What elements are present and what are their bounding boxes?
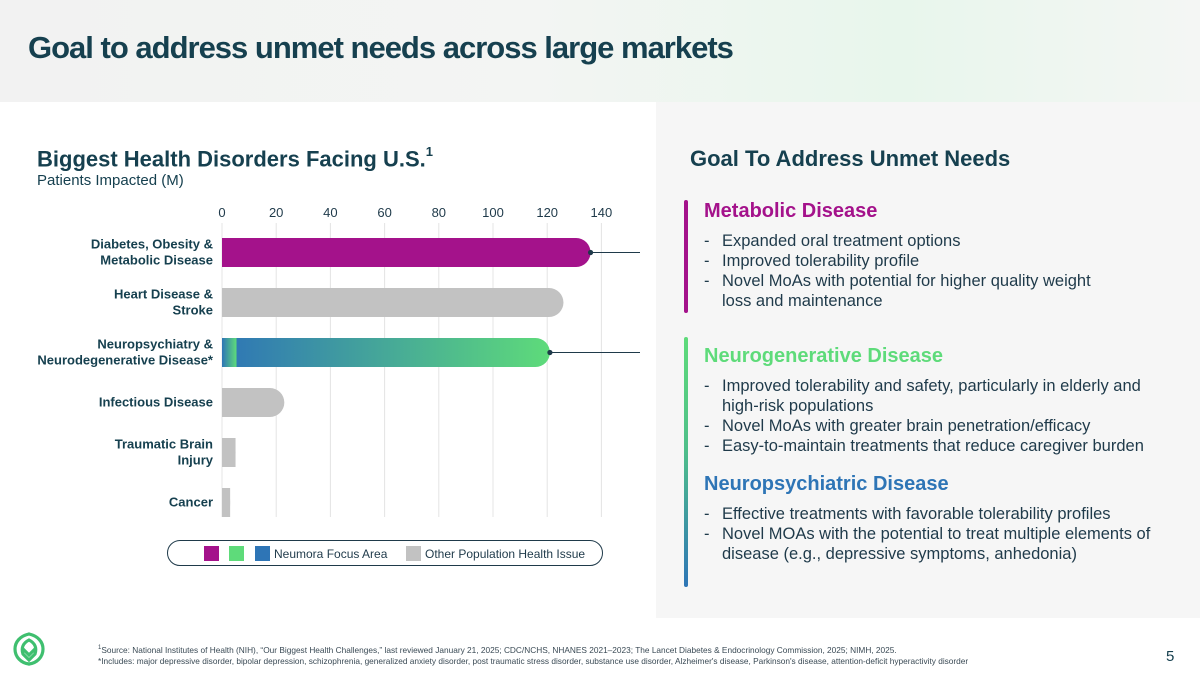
category-label: Traumatic Brain Injury bbox=[115, 437, 214, 468]
legend-swatch-gray bbox=[406, 546, 421, 561]
bullet-item: Novel MOAs with the potential to treat m… bbox=[704, 524, 1174, 564]
x-tick-label: 100 bbox=[482, 205, 504, 220]
bar-flat-end bbox=[222, 338, 237, 367]
bullet-item: Expanded oral treatment options bbox=[704, 231, 1174, 251]
x-tick-label: 20 bbox=[269, 205, 283, 220]
chart-legend: Neumora Focus Area Other Population Heal… bbox=[167, 540, 603, 566]
legend-other-label: Other Population Health Issue bbox=[425, 547, 586, 561]
chart-title-superscript: 1 bbox=[425, 144, 433, 159]
category-label-line: Heart Disease & bbox=[114, 287, 213, 302]
legend-swatch-blue bbox=[255, 546, 270, 561]
category-label-line: Infectious Disease bbox=[99, 395, 213, 410]
section-heading: Neuropsychiatric Disease bbox=[704, 473, 949, 495]
category-label-line: Traumatic Brain bbox=[115, 437, 213, 452]
section-heading: Metabolic Disease bbox=[704, 200, 878, 222]
category-label: Heart Disease & Stroke bbox=[114, 287, 213, 318]
category-label-line: Diabetes, Obesity & bbox=[91, 237, 213, 252]
legend-swatch-green bbox=[229, 546, 244, 561]
bar bbox=[222, 288, 564, 317]
bar-flat-end bbox=[222, 238, 237, 267]
page-title: Goal to address unmet needs across large… bbox=[28, 30, 734, 65]
category-label-line: Neuropsychiatry & bbox=[97, 337, 213, 352]
bar bbox=[222, 338, 550, 367]
metabolic-accent-bar bbox=[684, 200, 688, 313]
chart-title: Biggest Health Disorders Facing U.S.1 bbox=[37, 144, 433, 172]
footnotes: 1Source: National Institutes of Health (… bbox=[98, 643, 968, 667]
chart-title-text: Biggest Health Disorders Facing U.S. bbox=[37, 146, 426, 172]
bullet-list: Effective treatments with favorable tole… bbox=[704, 504, 1174, 564]
chart-subtitle: Patients Impacted (M) bbox=[37, 172, 184, 189]
goal-section-neurogenerative: Neurogenerative Disease Improved tolerab… bbox=[704, 345, 1174, 456]
bar bbox=[222, 238, 591, 267]
x-tick-label: 120 bbox=[536, 205, 558, 220]
page-number: 5 bbox=[1166, 648, 1175, 665]
bullet-item: Effective treatments with favorable tole… bbox=[704, 504, 1174, 524]
legend-swatch-magenta bbox=[204, 546, 219, 561]
neuro-accent-bar bbox=[684, 337, 688, 587]
category-label-line: Cancer bbox=[169, 495, 213, 510]
bar-flat-end bbox=[222, 288, 237, 317]
goal-section-metabolic: Metabolic Disease Expanded oral treatmen… bbox=[704, 200, 1174, 311]
header-band bbox=[0, 0, 1200, 102]
x-tick-label: 140 bbox=[591, 205, 613, 220]
goal-section-neuropsychiatric: Neuropsychiatric Disease Effective treat… bbox=[704, 473, 1174, 564]
bullet-item: Novel MoAs with potential for higher qua… bbox=[704, 271, 1174, 311]
bar-chart: 0 20 40 60 80 100 120 140 Diabetes, Obesity & Me… bbox=[37, 205, 640, 517]
bar bbox=[222, 388, 285, 417]
footnote-includes: *Includes: major depressive disorder, bi… bbox=[98, 655, 969, 666]
bullet-item: Easy-to-maintain treatments that reduce … bbox=[704, 436, 1174, 456]
bullet-item: Improved tolerability profile bbox=[704, 251, 1174, 271]
footnote-marker: 1 bbox=[98, 645, 102, 651]
x-tick-label: 80 bbox=[432, 205, 446, 220]
category-label: Infectious Disease bbox=[99, 395, 213, 410]
bullet-item: Improved tolerability and safety, partic… bbox=[704, 376, 1174, 416]
footnote-source: 1Source: National Institutes of Health (… bbox=[98, 643, 968, 656]
bar-flat-end bbox=[222, 488, 231, 517]
category-label: Neuropsychiatry & Neurodegenerative Disea… bbox=[37, 337, 214, 368]
x-tick-label: 60 bbox=[377, 205, 391, 220]
bar-flat-end bbox=[222, 438, 236, 467]
legend-focus-label: Neumora Focus Area bbox=[274, 547, 388, 561]
category-label: Diabetes, Obesity & Metabolic Disease bbox=[91, 237, 213, 268]
category-label-line: Neurodegenerative Disease* bbox=[37, 353, 214, 368]
bullet-list: Improved tolerability and safety, partic… bbox=[704, 376, 1174, 456]
bullet-item: Novel MoAs with greater brain penetratio… bbox=[704, 416, 1174, 436]
bar-flat-end bbox=[222, 388, 237, 417]
section-heading: Neurogenerative Disease bbox=[704, 345, 944, 367]
neumora-logo-icon bbox=[13, 632, 45, 666]
x-tick-label: 0 bbox=[218, 205, 225, 220]
goals-title: Goal To Address Unmet Needs bbox=[690, 146, 1011, 171]
category-label-line: Injury bbox=[178, 453, 214, 468]
bullet-list: Expanded oral treatment options Improved… bbox=[704, 231, 1174, 311]
x-tick-label: 40 bbox=[323, 205, 337, 220]
category-label-line: Stroke bbox=[173, 303, 213, 318]
category-label-line: Metabolic Disease bbox=[100, 253, 213, 268]
footnote-source-text: Source: National Institutes of Health (N… bbox=[101, 644, 897, 655]
category-label: Cancer bbox=[169, 495, 213, 510]
